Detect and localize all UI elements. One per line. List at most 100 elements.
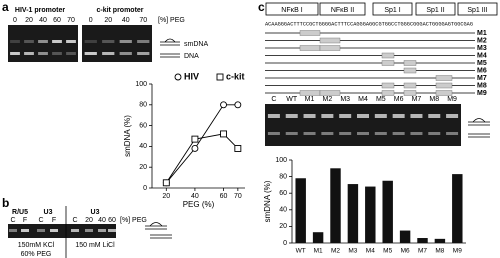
gel-band xyxy=(267,114,280,118)
gel-band xyxy=(38,52,48,55)
mutation-box xyxy=(435,82,453,89)
lane-label: M8 xyxy=(429,96,439,103)
bar xyxy=(312,232,324,243)
site-label: NFκB I xyxy=(281,7,302,14)
gel-band xyxy=(102,52,115,55)
gel xyxy=(8,25,78,62)
mutation-box xyxy=(403,90,417,96)
mutant-label: M2 xyxy=(477,37,487,44)
group-label: U3 xyxy=(44,209,53,216)
gel-band xyxy=(321,132,334,135)
mutant-label: M6 xyxy=(477,67,487,74)
gel-band xyxy=(137,40,150,43)
panel-label: b xyxy=(2,196,9,210)
lane-label: 0 xyxy=(13,17,17,24)
gel-band xyxy=(84,40,97,43)
marker xyxy=(220,130,227,138)
lane-unit: [%] PEG xyxy=(158,17,185,24)
lane-label: F xyxy=(23,217,27,224)
condition: 150 mM LiCl xyxy=(75,242,115,249)
schematic xyxy=(145,222,172,239)
bar xyxy=(365,186,376,243)
marker xyxy=(162,179,170,187)
gel-band xyxy=(10,40,20,43)
bar xyxy=(399,230,411,243)
band-label: smDNA xyxy=(184,41,208,48)
y-tick-label: 0 xyxy=(283,240,287,247)
group-label: U3 xyxy=(91,209,100,216)
x-tick-label: M2 xyxy=(331,248,340,255)
condition: 60% PEG xyxy=(21,251,52,258)
mutation-box xyxy=(381,90,395,96)
gel-band xyxy=(339,132,352,135)
mutant-label: M4 xyxy=(477,52,487,59)
marker xyxy=(220,101,227,109)
y-tick-label: 100 xyxy=(135,81,147,88)
gel-band xyxy=(285,132,298,135)
bar xyxy=(434,238,446,243)
y-tick-label: 60 xyxy=(279,190,287,197)
site-box xyxy=(265,2,319,16)
gel-band xyxy=(285,114,298,118)
mutation-box xyxy=(381,60,395,66)
lane-label: 60 xyxy=(53,17,61,24)
gel-band xyxy=(137,52,150,55)
lane-label: M4 xyxy=(358,96,368,103)
x-tick-label: 40 xyxy=(191,193,199,200)
gel-band xyxy=(85,229,93,232)
marker xyxy=(234,145,242,152)
y-tick-label: 80 xyxy=(279,173,287,180)
gel-band xyxy=(38,40,48,43)
gel-band xyxy=(98,229,106,232)
y-tick-label: 60 xyxy=(139,122,147,129)
gel-band xyxy=(102,40,115,43)
gel-band xyxy=(321,114,334,118)
gel-band xyxy=(303,114,316,118)
gel-band xyxy=(21,229,29,232)
x-tick-label: M1 xyxy=(314,248,323,255)
site-box xyxy=(319,2,366,16)
lane-label: WT xyxy=(286,96,298,103)
lane-label: F xyxy=(52,217,56,224)
x-tick-label: M3 xyxy=(348,248,357,255)
gel-band xyxy=(428,132,441,135)
legend-marker xyxy=(174,73,182,81)
bar xyxy=(417,238,428,243)
site-box xyxy=(457,2,498,16)
mutant-label: M9 xyxy=(477,90,487,97)
site-label: Sp1 III xyxy=(467,7,487,14)
mutation-box xyxy=(319,45,341,51)
lane-label: 40 xyxy=(122,17,130,24)
bar xyxy=(330,168,341,243)
gel-band xyxy=(37,229,45,232)
marker xyxy=(191,145,199,152)
y-axis-label: smDNA (%) xyxy=(263,180,272,222)
bar xyxy=(382,180,393,243)
gel-band xyxy=(267,132,280,135)
bar xyxy=(295,178,306,243)
gel-band xyxy=(374,132,387,135)
x-tick-label: 20 xyxy=(162,193,170,200)
site-box xyxy=(415,2,456,16)
y-tick-label: 40 xyxy=(279,207,287,214)
lane-label: C xyxy=(38,217,43,224)
x-tick-label: M6 xyxy=(401,248,410,255)
gel xyxy=(82,25,152,62)
x-tick-label: WT xyxy=(296,248,306,255)
gel xyxy=(265,104,461,146)
site-label: Sp1 I xyxy=(384,7,400,14)
panel-label: a xyxy=(2,0,9,14)
mutant-label: M1 xyxy=(477,30,487,37)
gel-title: HIV-1 promoter xyxy=(15,7,65,14)
gel-band xyxy=(10,52,20,55)
y-tick-label: 80 xyxy=(139,102,147,109)
schematic xyxy=(468,118,490,138)
x-axis-label: PEG (%) xyxy=(183,200,215,209)
lane-label: M1 xyxy=(305,96,315,103)
sequence: ACAAGGGACTTTCCGCTGGGGACTTTCCAGGGAGGCGTGG… xyxy=(265,21,473,27)
legend-marker xyxy=(216,73,224,81)
series-line xyxy=(165,104,238,184)
gel-band xyxy=(24,40,34,43)
lane-label: M5 xyxy=(376,96,386,103)
y-tick-label: 20 xyxy=(139,164,147,171)
